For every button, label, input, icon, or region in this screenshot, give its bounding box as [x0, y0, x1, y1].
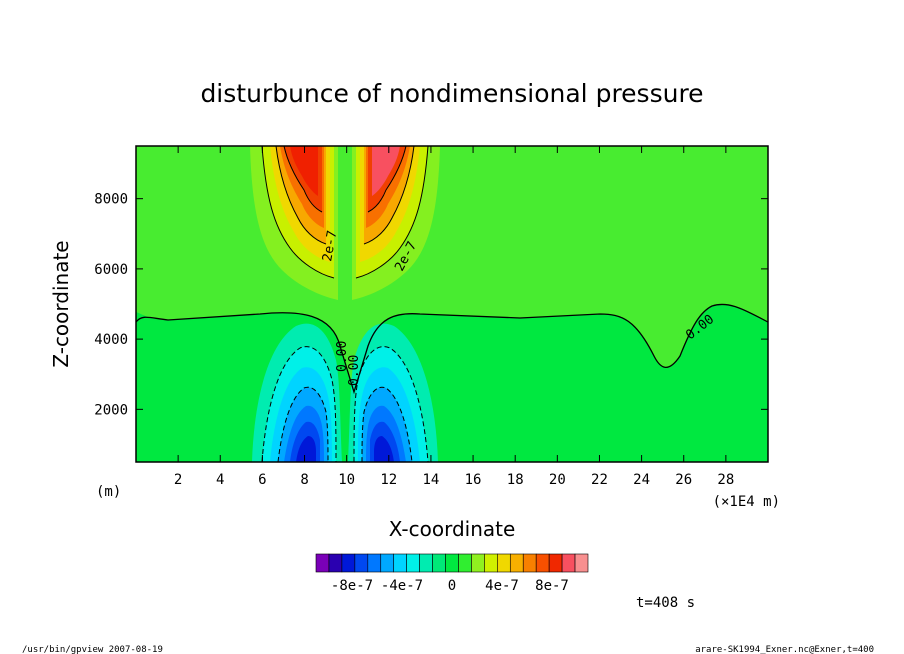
- colorbar-swatch: [509, 553, 524, 573]
- central-column: [338, 146, 352, 326]
- right-positive-contour: [363, 146, 415, 245]
- colorbar-tick-label: 4e-7: [485, 578, 519, 594]
- left-lower-lobe: [252, 323, 342, 462]
- colorbar-swatch: [522, 553, 537, 573]
- y-tick-label: 8000: [94, 192, 128, 208]
- x-tick-label: 8: [300, 472, 308, 488]
- x-tick-label: 6: [258, 472, 266, 488]
- footer-right: arare-SK1994_Exner.nc@Exner,t=400: [695, 645, 874, 654]
- colorbar-swatch: [419, 553, 433, 573]
- x-tick-label: 18: [507, 472, 524, 488]
- x-tick-label: 2: [174, 472, 182, 488]
- left-positive-contour: [261, 146, 335, 279]
- left-positive-contour: [283, 146, 323, 213]
- contour-label: 0.00: [347, 355, 362, 386]
- colorbar-swatch: [471, 553, 485, 573]
- x-axis-ticks: 2 4 6 8 10 12 14 16 18 20 22 24 26 28: [174, 146, 734, 488]
- y-tick-label: 6000: [94, 262, 128, 278]
- x-tick-label: 12: [380, 472, 397, 488]
- colorbar-swatch: [380, 553, 395, 573]
- colorbar-tick-label: 0: [448, 578, 456, 594]
- right-upper-lobe: [352, 146, 440, 300]
- colorbar-swatch: [367, 553, 382, 573]
- time-label: t=408 s: [636, 595, 695, 611]
- left-positive-contour: [275, 146, 327, 245]
- x-unit-left: (m): [96, 484, 121, 500]
- x-tick-label: 24: [633, 472, 650, 488]
- x-unit-right: (×1E4 m): [713, 494, 780, 510]
- y-tick-label: 4000: [94, 332, 128, 348]
- colorbar-swatch: [315, 553, 330, 573]
- right-positive-contour: [367, 146, 407, 213]
- x-axis-label: X-coordinate: [389, 517, 516, 541]
- colorbar: [315, 553, 589, 573]
- x-tick-label: 14: [423, 472, 440, 488]
- y-axis-ticks: 2000 4000 6000 8000: [94, 192, 768, 418]
- colorbar-tick-labels: -8e-7 -4e-7 0 4e-7 8e-7: [331, 578, 569, 594]
- colorbar-swatch: [406, 553, 420, 573]
- zero-contour-line: [136, 303, 768, 395]
- colorbar-swatch: [548, 553, 563, 573]
- contour-label: 0.00: [335, 341, 350, 372]
- colorbar-swatch: [561, 553, 576, 573]
- x-tick-label: 16: [465, 472, 482, 488]
- x-tick-label: 20: [549, 472, 566, 488]
- left-negative-contour: [277, 386, 329, 462]
- right-negative-contour: [353, 346, 429, 462]
- contour-label: 2e-7: [320, 229, 340, 262]
- colorbar-swatch: [328, 553, 343, 573]
- right-positive-contour: [355, 146, 429, 279]
- colorbar-tick-label: -8e-7: [331, 578, 373, 594]
- x-tick-label: 26: [675, 472, 692, 488]
- right-negative-contour: [361, 386, 413, 462]
- colorbar-tick-label: 8e-7: [535, 578, 569, 594]
- x-tick-label: 4: [216, 472, 224, 488]
- colorbar-swatch: [393, 553, 407, 573]
- colorbar-swatch: [484, 553, 498, 573]
- y-tick-label: 2000: [94, 402, 128, 418]
- plot-area: [136, 146, 768, 462]
- y-axis-label: Z-coordinate: [49, 240, 73, 367]
- footer-left: /usr/bin/gpview 2007-08-19: [22, 645, 163, 654]
- left-upper-lobe: [250, 146, 338, 300]
- colorbar-swatch: [445, 553, 459, 573]
- colorbar-swatch: [458, 553, 472, 573]
- right-lower-lobe: [348, 323, 438, 462]
- colorbar-tick-label: -4e-7: [381, 578, 423, 594]
- plot-frame: [135, 145, 769, 463]
- colorbar-swatch: [535, 553, 550, 573]
- x-tick-label: 10: [338, 472, 355, 488]
- chart-title: disturbunce of nondimensional pressure: [200, 79, 703, 108]
- colorbar-swatch: [497, 553, 511, 573]
- colorbar-swatch: [341, 553, 356, 573]
- colorbar-swatch: [574, 553, 589, 573]
- x-tick-label: 22: [591, 472, 608, 488]
- colorbar-swatch: [432, 553, 446, 573]
- x-tick-label: 28: [717, 472, 734, 488]
- colorbar-swatch: [354, 553, 369, 573]
- left-negative-contour: [261, 346, 337, 462]
